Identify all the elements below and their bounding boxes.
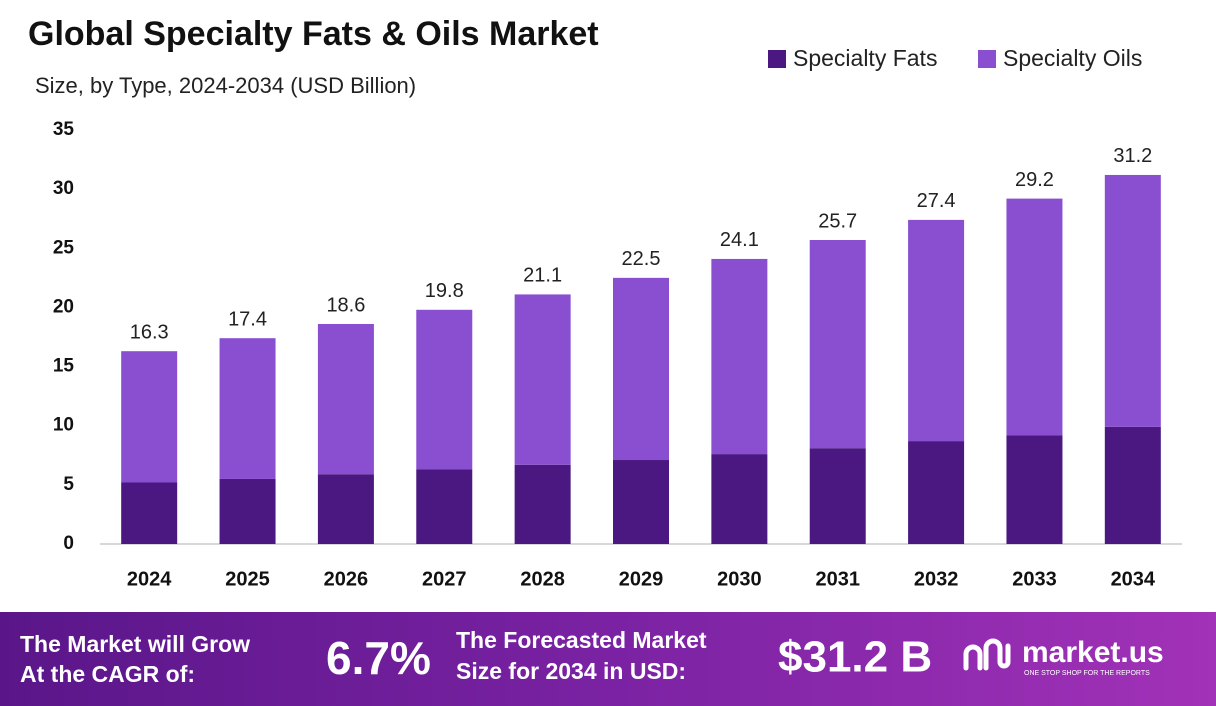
total-label: 16.3	[130, 321, 169, 343]
x-tick-label: 2026	[324, 568, 369, 590]
total-label: 27.4	[917, 190, 956, 212]
bar-segment	[121, 482, 178, 544]
bar-segment	[219, 478, 276, 544]
forecast-value: $31.2 B	[778, 633, 932, 682]
y-tick-label: 15	[53, 356, 75, 377]
brand-name: market.us	[1022, 636, 1164, 669]
bar-segment	[908, 441, 965, 544]
legend-swatch	[978, 50, 996, 68]
y-tick-label: 25	[53, 237, 75, 258]
legend-label: Specialty Oils	[1003, 45, 1142, 71]
bar-segment	[416, 469, 473, 544]
bar-segment	[219, 338, 276, 479]
bar-segment	[1006, 435, 1063, 544]
bar-segment	[809, 448, 866, 544]
x-tick-label: 2033	[1012, 568, 1057, 590]
bar-segment	[514, 464, 571, 544]
legend: Specialty Fats Specialty Oils	[768, 45, 1142, 71]
forecast-text: Size for 2034 in USD:	[456, 658, 686, 684]
y-tick-label: 10	[53, 415, 74, 436]
total-label: 17.4	[228, 308, 267, 330]
logo-icon	[963, 638, 1011, 671]
bar-segment	[809, 240, 866, 449]
x-tick-label: 2034	[1111, 568, 1156, 590]
bar-segment	[1104, 426, 1161, 544]
legend-swatch	[768, 50, 786, 68]
bar-segment	[613, 460, 669, 544]
y-tick-label: 35	[53, 119, 75, 140]
bar-segment	[711, 258, 768, 455]
bar-segment	[1104, 174, 1161, 427]
x-tick-label: 2030	[717, 568, 762, 590]
chart-subtitle: Size, by Type, 2024-2034 (USD Billion)	[35, 73, 416, 98]
total-label: 18.6	[326, 294, 365, 316]
total-label: 31.2	[1113, 145, 1152, 167]
x-tick-label: 2029	[619, 568, 664, 590]
cagr-text: The Market will Grow	[20, 631, 250, 657]
bar-segment	[613, 277, 669, 461]
bar-segment	[908, 219, 965, 442]
total-label: 24.1	[720, 229, 759, 251]
bar-segment	[514, 294, 571, 465]
cagr-value: 6.7%	[326, 632, 431, 684]
y-tick-label: 0	[63, 533, 74, 554]
x-tick-label: 2025	[225, 568, 270, 590]
forecast-text: The Forecasted Market	[456, 627, 707, 653]
brand-tagline: ONE STOP SHOP FOR THE REPORTS	[1024, 670, 1150, 677]
y-tick-label: 30	[53, 178, 74, 199]
footer-band	[0, 612, 1216, 706]
total-label: 21.1	[523, 265, 562, 287]
x-tick-label: 2031	[815, 568, 860, 590]
x-tick-label: 2024	[127, 568, 172, 590]
bar-segment	[1006, 198, 1063, 436]
bar-segment	[317, 474, 374, 544]
total-label: 22.5	[622, 248, 661, 270]
cagr-text: At the CAGR of:	[20, 661, 195, 687]
total-label: 19.8	[425, 280, 464, 302]
bar-segment	[711, 454, 768, 544]
total-label: 29.2	[1015, 169, 1054, 191]
x-tick-label: 2028	[520, 568, 565, 590]
bar-segment	[317, 323, 374, 475]
y-tick-label: 5	[63, 474, 74, 495]
chart-title: Global Specialty Fats & Oils Market	[28, 15, 599, 53]
total-label: 25.7	[818, 210, 857, 232]
x-tick-label: 2027	[422, 568, 467, 590]
legend-label: Specialty Fats	[793, 45, 937, 71]
brand-logo: market.us ONE STOP SHOP FOR THE REPORTS	[963, 636, 1164, 677]
y-tick-label: 20	[53, 296, 74, 317]
bar-segment	[121, 351, 178, 483]
bar-segment	[416, 309, 473, 470]
x-tick-label: 2032	[914, 568, 959, 590]
